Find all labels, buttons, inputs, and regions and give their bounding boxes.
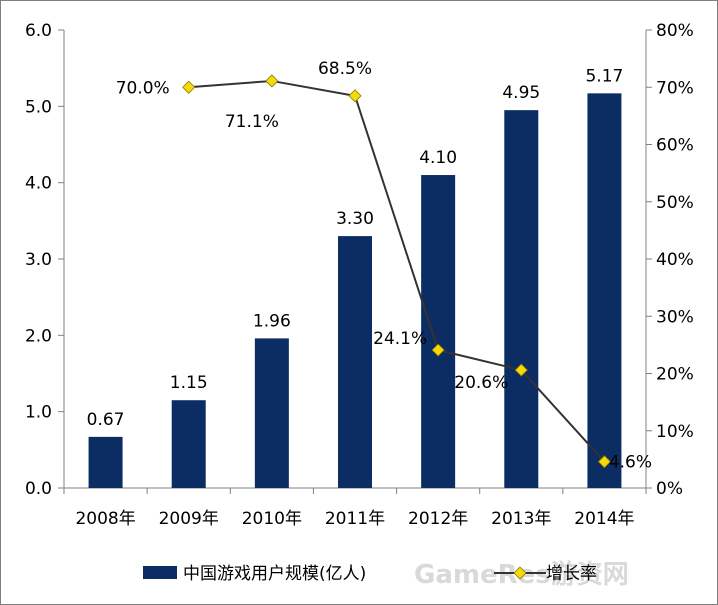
line-data-label: 24.1% (373, 329, 427, 349)
right-tick-label: 30% (656, 307, 694, 327)
x-tick-label: 2014年 (574, 509, 634, 529)
growth-rate-marker (348, 89, 362, 103)
legend-label-bar: 中国游戏用户规模(亿人) (183, 564, 366, 584)
bar (338, 236, 372, 488)
right-tick-label: 0% (656, 479, 683, 499)
legend-swatch-bar (143, 566, 177, 579)
right-tick-label: 20% (656, 365, 694, 385)
line-data-label: 71.1% (225, 112, 279, 132)
x-tick-label: 2012年 (408, 509, 468, 529)
growth-rate-marker (514, 363, 528, 377)
x-tick-label: 2008年 (75, 509, 135, 529)
line-data-label: 68.5% (318, 59, 372, 79)
left-tick-label: 5.0 (25, 97, 52, 117)
bar-data-label: 4.10 (419, 148, 457, 168)
left-tick-label: 1.0 (25, 403, 52, 423)
left-tick-label: 3.0 (25, 250, 52, 270)
legend-label-line: 增长率 (546, 564, 597, 584)
left-tick-label: 2.0 (25, 326, 52, 346)
bar (504, 110, 539, 489)
line-data-label: 20.6% (454, 373, 508, 393)
left-tick-label: 6.0 (25, 21, 52, 41)
bar-data-label: 4.95 (502, 83, 540, 103)
bar (587, 93, 622, 489)
bar-data-label: 1.96 (253, 311, 291, 331)
line-data-label: 4.6% (609, 453, 652, 473)
right-tick-label: 50% (656, 193, 694, 213)
bar (171, 400, 206, 488)
bar-data-label: 0.67 (87, 410, 125, 430)
right-tick-label: 40% (656, 250, 694, 270)
line-data-label: 70.0% (116, 78, 170, 98)
legend-marker (513, 566, 527, 580)
left-tick-label: 0.0 (25, 479, 52, 499)
growth-rate-line (188, 79, 606, 463)
right-tick-label: 70% (656, 78, 694, 98)
right-tick-label: 60% (656, 136, 694, 156)
right-tick-label: 80% (656, 21, 694, 41)
bar (88, 436, 123, 488)
x-tick-label: 2009年 (159, 509, 219, 529)
right-tick-label: 10% (656, 422, 694, 442)
growth-rate-marker (182, 80, 196, 94)
bar-data-label: 5.17 (585, 66, 623, 86)
growth-rate-marker (265, 74, 279, 88)
bar-data-label: 3.30 (336, 209, 374, 229)
x-tick-label: 2013年 (491, 509, 551, 529)
bar (254, 338, 289, 488)
x-tick-label: 2010年 (242, 509, 302, 529)
growth-rate-marker (431, 343, 445, 357)
growth-rate-marker (597, 455, 611, 469)
left-tick-label: 4.0 (25, 174, 52, 194)
x-tick-label: 2011年 (325, 509, 385, 529)
bar (421, 175, 456, 489)
bar-data-label: 1.15 (170, 373, 208, 393)
